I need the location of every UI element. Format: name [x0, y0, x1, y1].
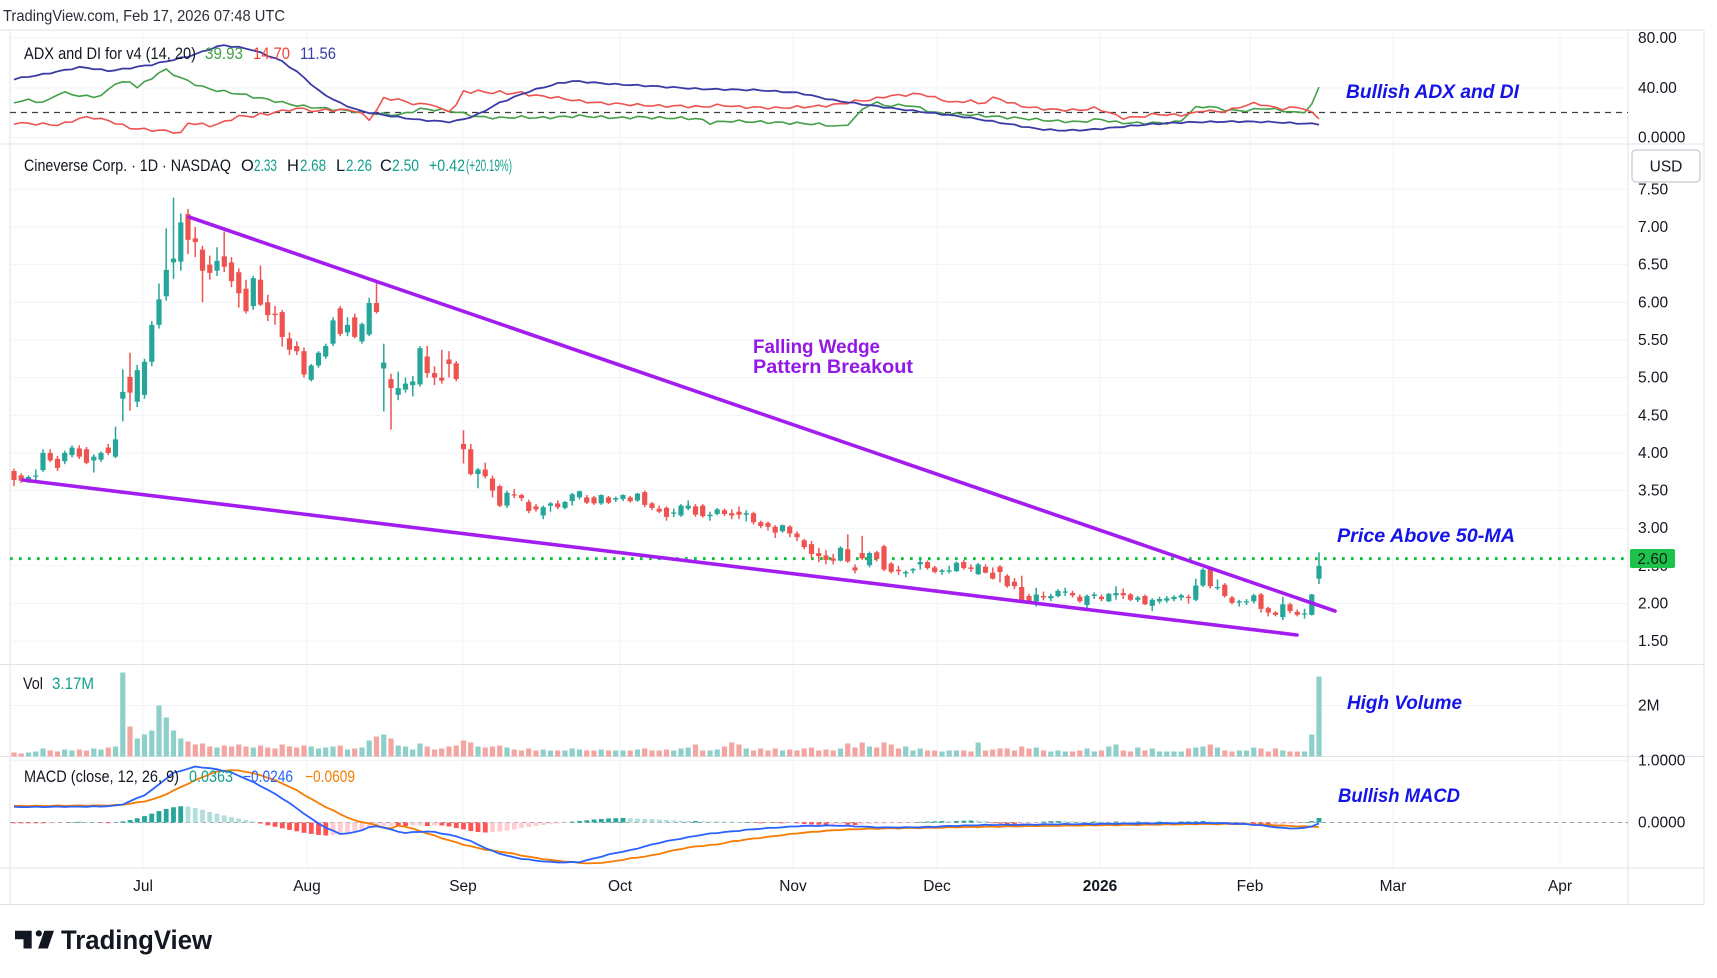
svg-text:Nov: Nov [779, 878, 807, 895]
svg-text:Apr: Apr [1548, 878, 1572, 895]
svg-text:TradingView: TradingView [61, 925, 213, 955]
svg-text:+0.42: +0.42 [429, 157, 465, 175]
svg-text:14.70: 14.70 [253, 45, 290, 63]
svg-text:TradingView.com, Feb 17, 2026: TradingView.com, Feb 17, 2026 07:48 UTC [3, 8, 285, 25]
svg-text:2M: 2M [1638, 698, 1660, 715]
svg-text:6.50: 6.50 [1638, 257, 1669, 274]
svg-text:C: C [380, 157, 392, 175]
svg-text:L: L [336, 157, 345, 175]
svg-text:USD: USD [1650, 159, 1683, 176]
svg-text:Bullish MACD: Bullish MACD [1338, 786, 1460, 807]
svg-text:39.93: 39.93 [205, 45, 243, 63]
svg-text:−0.0246: −0.0246 [243, 768, 293, 786]
svg-text:0.0363: 0.0363 [189, 768, 233, 786]
svg-text:Sep: Sep [449, 878, 477, 895]
svg-text:Aug: Aug [293, 878, 321, 895]
svg-text:5.00: 5.00 [1638, 370, 1669, 387]
svg-text:Vol: Vol [23, 675, 43, 693]
svg-text:11.56: 11.56 [300, 45, 336, 63]
svg-text:1.0000: 1.0000 [1638, 753, 1686, 770]
svg-text:4.00: 4.00 [1638, 445, 1669, 462]
svg-text:(+20.19%): (+20.19%) [466, 157, 512, 175]
svg-text:40.00: 40.00 [1638, 80, 1677, 97]
svg-text:2.50: 2.50 [392, 157, 419, 175]
svg-text:5.50: 5.50 [1638, 332, 1669, 349]
svg-text:H: H [287, 157, 299, 175]
svg-text:2.60: 2.60 [1637, 551, 1668, 568]
svg-text:Feb: Feb [1237, 878, 1264, 895]
svg-text:2.68: 2.68 [300, 157, 326, 175]
svg-text:80.00: 80.00 [1638, 30, 1677, 47]
svg-text:Pattern Breakout: Pattern Breakout [753, 357, 914, 378]
svg-text:2.33: 2.33 [254, 157, 277, 175]
svg-text:ADX and DI for v4 (14, 20): ADX and DI for v4 (14, 20) [24, 45, 196, 63]
svg-text:2.26: 2.26 [346, 157, 372, 175]
svg-text:Bullish ADX and DI: Bullish ADX and DI [1346, 82, 1520, 103]
svg-text:6.00: 6.00 [1638, 294, 1669, 311]
svg-text:O: O [241, 157, 254, 175]
svg-text:0.0000: 0.0000 [1638, 130, 1686, 147]
svg-text:3.00: 3.00 [1638, 520, 1669, 537]
svg-text:7.50: 7.50 [1638, 181, 1669, 198]
svg-text:Dec: Dec [923, 878, 951, 895]
svg-text:7.00: 7.00 [1638, 219, 1669, 236]
svg-text:Mar: Mar [1380, 878, 1407, 895]
svg-text:2026: 2026 [1083, 878, 1118, 895]
svg-text:−0.0609: −0.0609 [305, 768, 355, 786]
svg-text:Oct: Oct [608, 878, 633, 895]
svg-text:2.00: 2.00 [1638, 596, 1669, 613]
svg-text:MACD (close, 12, 26, 9): MACD (close, 12, 26, 9) [24, 768, 179, 786]
svg-text:3.17M: 3.17M [52, 675, 94, 693]
svg-text:1.50: 1.50 [1638, 633, 1669, 650]
svg-text:0.0000: 0.0000 [1638, 815, 1686, 832]
svg-text:Jul: Jul [133, 878, 153, 895]
svg-text:4.50: 4.50 [1638, 407, 1669, 424]
svg-text:Price Above 50-MA: Price Above 50-MA [1337, 526, 1515, 547]
svg-text:3.50: 3.50 [1638, 483, 1669, 500]
svg-text:Falling Wedge: Falling Wedge [753, 337, 880, 358]
svg-text:Cineverse Corp. · 1D · NASDAQ: Cineverse Corp. · 1D · NASDAQ [24, 157, 231, 175]
svg-text:High Volume: High Volume [1347, 693, 1462, 714]
